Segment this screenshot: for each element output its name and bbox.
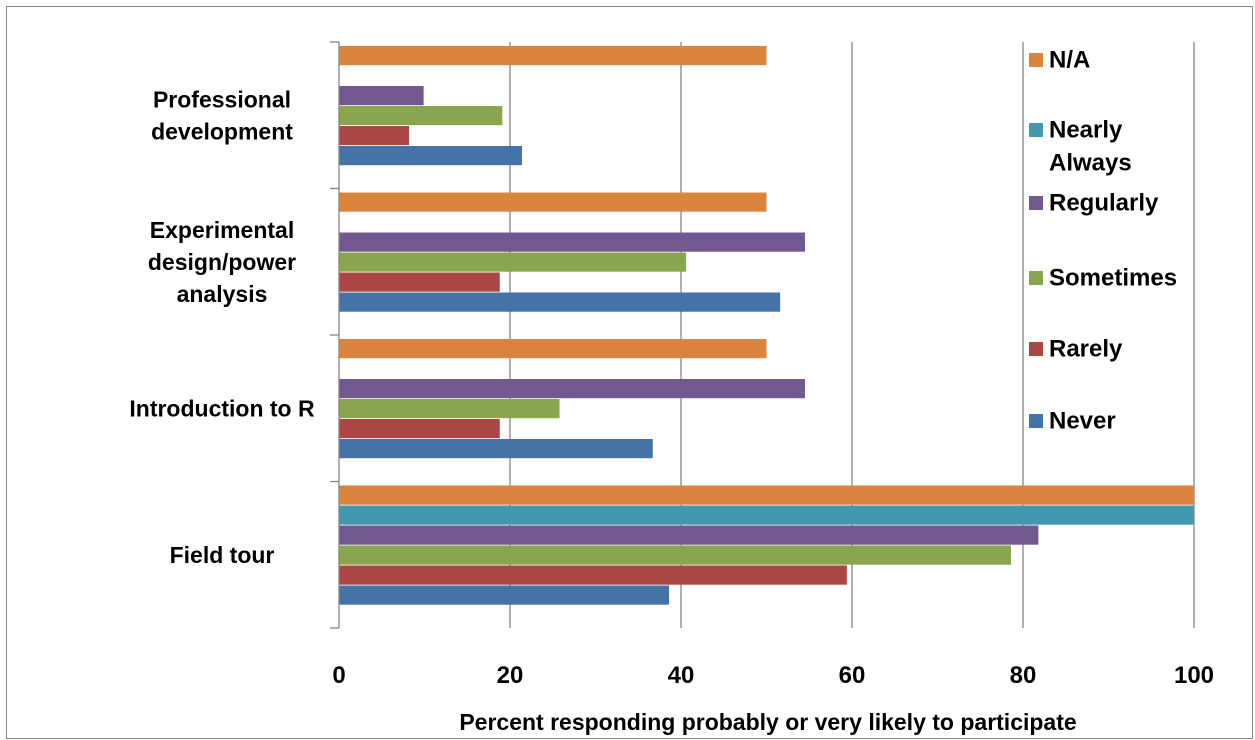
bar-n-a-professional-development	[339, 46, 767, 66]
legend-swatch	[1029, 196, 1043, 210]
bar-n-a-introduction-to-r	[339, 339, 767, 359]
axes	[330, 41, 340, 629]
legend-label: Rarely	[1049, 336, 1123, 363]
x-axis-label: Percent responding probably or very like…	[459, 709, 1076, 735]
legend-label: N/A	[1049, 47, 1090, 74]
legend-item-never: Never	[1029, 408, 1116, 435]
bar-rarely-experimental-design-power-analysis	[339, 272, 500, 292]
legend-item-nearly-always: Nearly Always	[1029, 117, 1132, 177]
legend-item-rarely: Rarely	[1029, 336, 1123, 363]
x-tick-labels: 0 20 40 60 80 100	[332, 662, 1214, 689]
bar-regularly-professional-development	[339, 86, 424, 106]
category-label: development	[151, 118, 293, 144]
category-label: Experimental	[150, 217, 294, 243]
bar-never-introduction-to-r	[339, 439, 653, 459]
category-label: Introduction to R	[129, 395, 315, 421]
legend: N/A Nearly Always Regularly Sometimes Rarely N…	[1029, 47, 1177, 435]
x-tick-label: 60	[839, 662, 866, 689]
bar-regularly-introduction-to-r	[339, 379, 805, 399]
x-tick-label: 100	[1174, 662, 1214, 689]
legend-swatch	[1029, 53, 1043, 67]
legend-label: Always	[1049, 150, 1132, 177]
bar-n-a-experimental-design-power-analysis	[339, 192, 767, 212]
x-tick-label: 20	[497, 662, 524, 689]
legend-label: Nearly	[1049, 117, 1123, 144]
legend-item-regularly: Regularly	[1029, 190, 1159, 217]
bar-sometimes-field-tour	[339, 545, 1012, 565]
legend-item-n-a: N/A	[1029, 47, 1090, 74]
bar-nearly-always-field-tour	[339, 505, 1194, 525]
chart-border	[6, 6, 1253, 739]
category-label: Professional	[153, 86, 291, 112]
x-tick-label: 80	[1010, 662, 1037, 689]
bar-rarely-field-tour	[339, 565, 847, 585]
legend-swatch	[1029, 123, 1043, 137]
category-label: design/power	[148, 249, 296, 275]
x-tick-label: 40	[668, 662, 695, 689]
bar-n-a-field-tour	[339, 485, 1194, 505]
bar-sometimes-experimental-design-power-analysis	[339, 252, 687, 272]
x-tick-label: 0	[332, 662, 345, 689]
bar-never-professional-development	[339, 146, 522, 166]
bar-rarely-professional-development	[339, 126, 410, 146]
bar-never-experimental-design-power-analysis	[339, 292, 781, 312]
bar-rarely-introduction-to-r	[339, 419, 500, 439]
legend-label: Sometimes	[1049, 265, 1177, 292]
legend-label: Never	[1049, 408, 1116, 435]
category-labels: Professional development Experimental desig…	[129, 86, 315, 568]
bar-sometimes-introduction-to-r	[339, 399, 560, 419]
category-label: Field tour	[170, 542, 275, 568]
legend-item-sometimes: Sometimes	[1029, 265, 1177, 292]
legend-label: Regularly	[1049, 190, 1159, 217]
legend-swatch	[1029, 342, 1043, 356]
category-label: analysis	[177, 281, 268, 307]
bar-never-field-tour	[339, 585, 670, 605]
legend-swatch	[1029, 414, 1043, 428]
bar-regularly-field-tour	[339, 525, 1039, 545]
bar-regularly-experimental-design-power-analysis	[339, 232, 805, 252]
bars	[339, 46, 1194, 605]
bar-sometimes-professional-development	[339, 106, 503, 126]
legend-swatch	[1029, 271, 1043, 285]
